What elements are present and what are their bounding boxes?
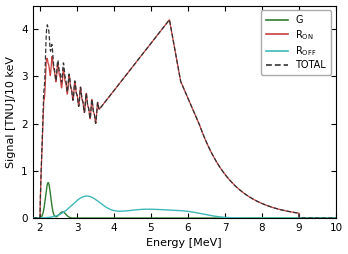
X-axis label: Energy [MeV]: Energy [MeV] — [147, 239, 222, 248]
Legend: G, R$_{\mathregular{ON}}$, R$_{\mathregular{OFF}}$, TOTAL: G, R$_{\mathregular{ON}}$, R$_{\mathregu… — [261, 10, 331, 75]
Y-axis label: Signal [TNU]/10 keV: Signal [TNU]/10 keV — [6, 56, 16, 168]
